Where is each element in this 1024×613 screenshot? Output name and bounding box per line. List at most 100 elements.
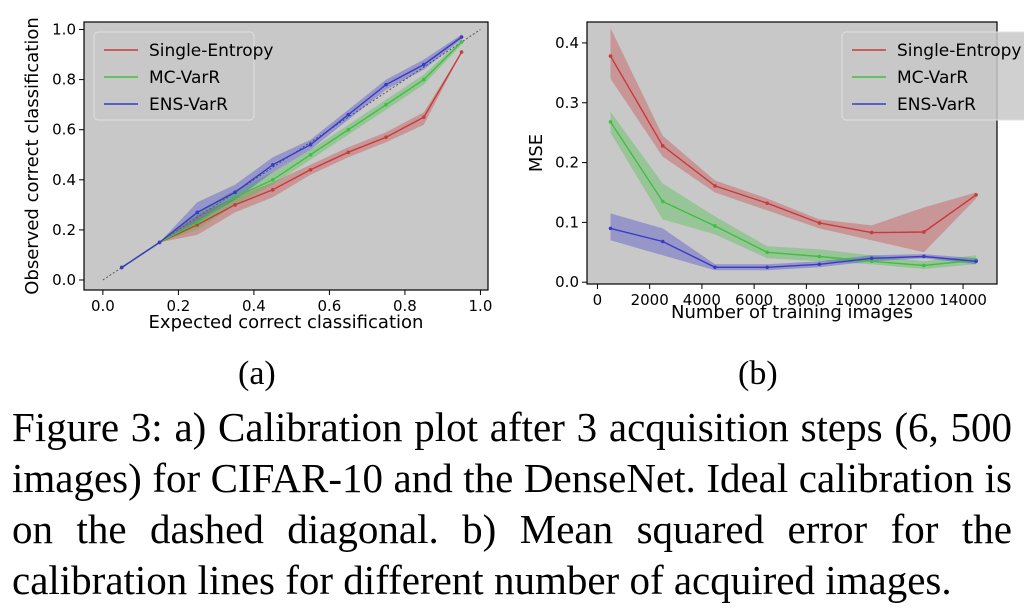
- y-tick-label: 0.2: [52, 221, 76, 239]
- x-tick-label: 14000: [939, 291, 987, 309]
- data-point-mc_varr: [308, 152, 313, 157]
- series-line-ens_varr: [121, 36, 463, 269]
- mse-plot: 0 2000 4000 6000 8000 10000 12000 14000 0.0 0.1 0.…: [526, 21, 1024, 323]
- data-point-ens_varr: [270, 162, 275, 167]
- data-point-single_entropy: [713, 184, 717, 188]
- legend-label-mc_varr: MC-VarR: [149, 68, 220, 88]
- data-point-ens_varr: [608, 226, 613, 231]
- x-tick-label: 2000: [631, 291, 669, 309]
- y-tick-label: 0.1: [555, 213, 579, 231]
- y-tick-label: 0.0: [52, 271, 76, 289]
- data-point-single_entropy: [765, 201, 769, 206]
- data-point-mc_varr: [869, 259, 874, 264]
- x-tick-label: 8000: [787, 291, 825, 309]
- data-point-ens_varr: [422, 62, 426, 67]
- ideal-calibration-diagonal: [102, 29, 481, 281]
- x-tick-label: 10000: [835, 291, 883, 309]
- x-tick-label: 0.4: [242, 297, 266, 315]
- data-point-single_entropy: [869, 230, 874, 235]
- data-point-ens_varr: [765, 265, 769, 270]
- x-tick-label: 0.2: [166, 297, 190, 315]
- series-line-single_entropy: [121, 51, 463, 269]
- data-point-ens_varr: [346, 112, 351, 117]
- data-point-single_entropy: [270, 188, 275, 192]
- data-point-single_entropy: [922, 230, 926, 234]
- y-tick-label: 0.0: [555, 273, 579, 291]
- data-point-ens_varr: [119, 265, 124, 270]
- x-tick-label: 0: [593, 291, 603, 309]
- data-point-single_entropy: [974, 193, 978, 197]
- data-point-mc_varr: [765, 250, 769, 255]
- data-point-single_entropy: [346, 150, 351, 155]
- x-tick-label: 12000: [887, 291, 935, 309]
- data-point-ens_varr: [459, 35, 464, 39]
- data-point-single_entropy: [608, 54, 613, 58]
- data-point-mc_varr: [660, 199, 665, 204]
- x-axis-label: Expected correct classification: [149, 312, 424, 333]
- y-tick-label: 0.4: [52, 171, 76, 189]
- data-point-mc_varr: [459, 40, 464, 44]
- x-tick-label: 4000: [683, 291, 721, 309]
- confidence-band-mc_varr: [610, 111, 977, 269]
- data-point-single_entropy: [195, 223, 200, 227]
- data-point-mc_varr: [384, 102, 388, 107]
- data-point-single_entropy: [459, 50, 464, 54]
- legend-label-ens_varr: ENS-VarR: [897, 95, 976, 115]
- legend-label-mc_varr: MC-VarR: [897, 68, 968, 88]
- x-axis-label: Number of training images: [671, 302, 913, 323]
- data-point-ens_varr: [660, 239, 665, 244]
- data-point-mc_varr: [713, 224, 717, 228]
- data-point-mc_varr: [195, 220, 200, 225]
- y-tick-label: 0.3: [555, 94, 579, 112]
- figure-caption: Figure 3: a) Calibration plot after 3 ac…: [12, 404, 1012, 603]
- data-point-mc_varr: [233, 195, 237, 200]
- data-point-ens_varr: [384, 82, 388, 87]
- x-tick-label: 0.8: [393, 297, 417, 315]
- data-point-single_entropy: [817, 221, 822, 225]
- data-point-ens_varr: [157, 240, 162, 245]
- data-point-ens_varr: [817, 262, 822, 267]
- data-point-single_entropy: [233, 203, 237, 207]
- y-tick-label: 0.4: [555, 34, 579, 52]
- data-point-single_entropy: [422, 115, 426, 119]
- confidence-band-single_entropy: [121, 52, 462, 268]
- data-point-mc_varr: [817, 254, 822, 259]
- confidence-band-mc_varr: [121, 39, 462, 268]
- legend-label-single_entropy: Single-Entropy: [897, 41, 1021, 61]
- series-line-mc_varr: [609, 121, 977, 267]
- legend-label-ens_varr: ENS-VarR: [149, 95, 228, 115]
- data-point-single_entropy: [384, 135, 388, 140]
- legend-box: [93, 31, 255, 121]
- data-point-ens_varr: [233, 190, 237, 195]
- confidence-band-single_entropy: [610, 28, 977, 253]
- data-point-mc_varr: [608, 120, 613, 124]
- series-line-mc_varr: [121, 41, 463, 269]
- x-tick-label: 0.6: [317, 297, 341, 315]
- series-line-ens_varr: [610, 227, 977, 268]
- data-point-ens_varr: [195, 210, 200, 215]
- data-point-ens_varr: [974, 259, 978, 264]
- y-tick-label: 0.6: [52, 121, 76, 139]
- calibration-plot: 0.0 0.2 0.4 0.6 0.8 1.0 0.0 0.2 0.4 0.6 0.8 1.0 Expe…: [22, 17, 493, 333]
- y-tick-label: 0.8: [52, 71, 76, 89]
- data-point-mc_varr: [922, 263, 926, 268]
- data-point-mc_varr: [422, 77, 426, 82]
- data-point-ens_varr: [869, 256, 874, 261]
- y-tick-label: 1.0: [52, 21, 76, 39]
- legend-box: [841, 31, 1024, 121]
- series-line-single_entropy: [609, 55, 977, 234]
- data-point-mc_varr: [270, 177, 275, 182]
- data-point-ens_varr: [713, 265, 717, 270]
- y-axis-label: Observed correct classification: [22, 17, 43, 295]
- data-point-single_entropy: [308, 167, 313, 172]
- y-axis-label: MSE: [526, 134, 547, 172]
- legend-label-single_entropy: Single-Entropy: [149, 41, 273, 61]
- data-point-mc_varr: [346, 127, 351, 132]
- confidence-band-ens_varr: [610, 213, 977, 271]
- x-tick-label: 0.0: [91, 297, 115, 315]
- data-point-single_entropy: [660, 144, 665, 148]
- x-tick-label: 6000: [735, 291, 773, 309]
- data-point-ens_varr: [922, 254, 926, 259]
- x-tick-label: 1.0: [469, 297, 493, 315]
- subfigure-b-label: (b): [738, 355, 778, 392]
